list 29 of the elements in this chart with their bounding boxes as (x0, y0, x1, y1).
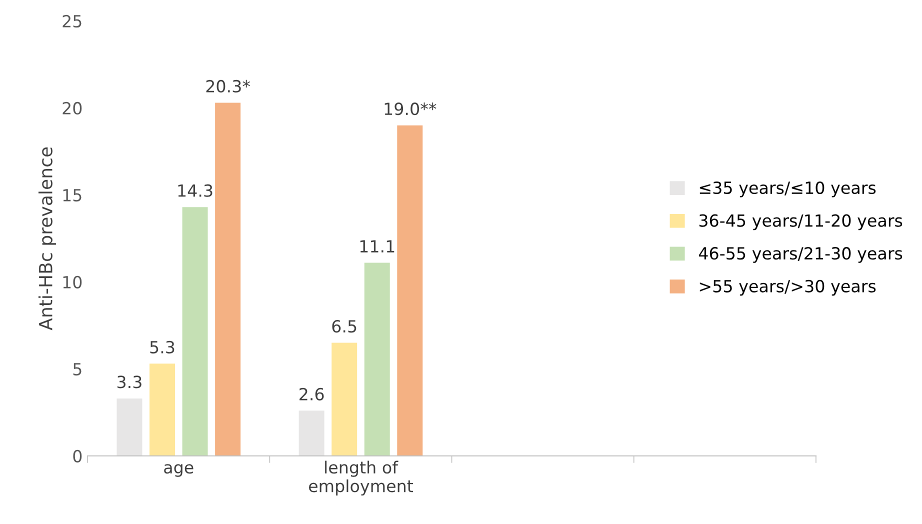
data-label: 11.1 (360, 240, 394, 252)
legend-label: 46-55 years/21-30 years (698, 247, 902, 263)
bar (150, 364, 175, 456)
data-label: 5.3 (150, 340, 174, 354)
data-label: 6.5 (332, 320, 356, 333)
y-tick-label: 20 (62, 102, 82, 115)
y-tick-label: 25 (62, 14, 82, 28)
bar (332, 342, 358, 456)
bar (397, 125, 423, 456)
y-tick-label: 0 (73, 450, 82, 462)
x-tick-label: length of employment (308, 460, 414, 496)
bar (298, 410, 324, 456)
legend-label: ≤35 years/≤10 years (700, 181, 876, 198)
data-label: 2.6 (300, 388, 324, 400)
y-axis-title: Anti-HBc prevalence (38, 147, 56, 330)
data-label: 20.3* (206, 80, 250, 93)
bar (116, 398, 142, 456)
bar (182, 207, 208, 456)
y-tick-label: 10 (63, 276, 82, 288)
data-label: 19.0** (384, 102, 436, 116)
data-label: 3.3 (117, 376, 142, 388)
x-tick-label: age (164, 464, 194, 477)
bar (215, 102, 241, 456)
y-tick-label: 15 (63, 189, 82, 202)
y-tick-label: 5 (73, 363, 82, 376)
data-label: 14.3 (178, 184, 212, 197)
bar (364, 262, 390, 456)
legend-label: 36-45 years/11-20 years (699, 214, 902, 230)
legend-label: >55 years/>30 years (700, 280, 876, 296)
